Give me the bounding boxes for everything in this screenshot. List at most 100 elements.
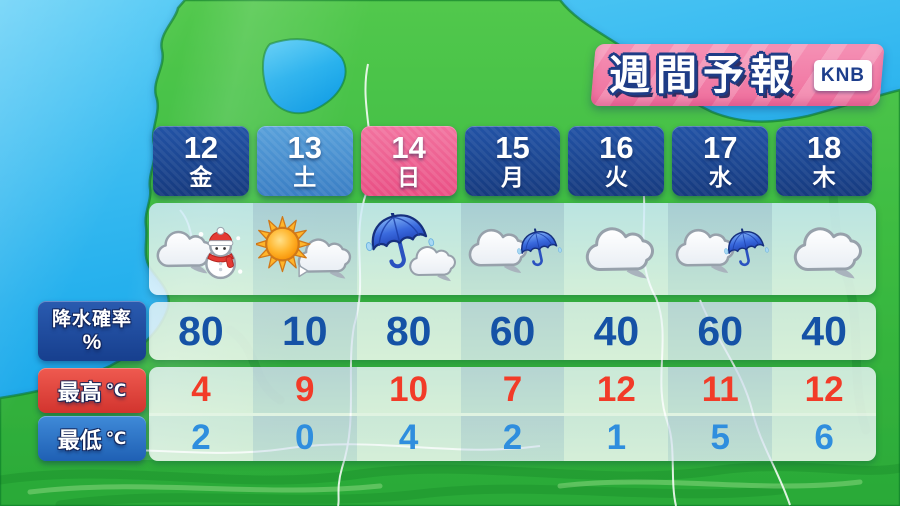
min-degree-unit: ℃ <box>105 428 127 448</box>
weather-cell-5 <box>564 203 669 295</box>
max-temp-value: 11 <box>701 369 739 409</box>
max-label-text: 最高 <box>57 379 102 405</box>
date-number: 17 <box>702 130 738 166</box>
max-temp-value: 9 <box>295 369 315 409</box>
day-of-week: 日 <box>397 163 421 190</box>
cloud-icon <box>775 213 873 285</box>
weather-icon-row <box>149 203 876 295</box>
max-temp-cell-6: 11 <box>668 367 773 413</box>
min-temp-value: 4 <box>398 418 419 458</box>
precip-cell-6: 60 <box>668 302 773 360</box>
precip-cell-7: 40 <box>772 302 876 360</box>
min-temp-value: 5 <box>710 418 730 458</box>
max-temp-cell-2: 9 <box>252 367 357 413</box>
date-box-weekday: 17 水 <box>672 126 769 196</box>
precip-cell-5: 40 <box>564 302 669 360</box>
date-row: 12 金 13 土 14 日 15 月 16 火 17 水 18 木 <box>149 126 876 196</box>
day-of-week: 土 <box>293 163 317 190</box>
snow-cloud-icon <box>152 213 250 285</box>
precip-value: 10 <box>281 307 328 354</box>
percent-sign: % <box>82 330 102 354</box>
date-number: 18 <box>806 130 842 166</box>
max-temp-cell-3: 10 <box>356 367 461 413</box>
banner-title: 週間予報 <box>609 51 797 98</box>
date-box-weekday: 16 火 <box>568 126 665 196</box>
precip-probability-label: 降水確率 % <box>38 301 146 361</box>
date-column-7: 18 木 <box>772 126 876 196</box>
max-degree-unit: ℃ <box>105 380 127 400</box>
date-number: 15 <box>495 130 530 166</box>
min-temp-cell-1: 2 <box>149 415 253 461</box>
date-number: 12 <box>183 130 219 166</box>
date-number: 16 <box>599 130 634 166</box>
max-temp-row: 4 9 10 7 12 11 12 <box>149 367 876 413</box>
precip-value: 40 <box>593 307 640 354</box>
date-box-saturday: 13 土 <box>256 126 353 196</box>
max-temp-cell-1: 4 <box>149 367 253 413</box>
precip-cell-2: 10 <box>252 302 357 360</box>
max-temp-value: 10 <box>389 369 429 409</box>
bay-inlet <box>261 38 347 115</box>
day-of-week: 木 <box>812 163 836 190</box>
min-temp-value: 6 <box>814 418 834 458</box>
min-temp-cell-4: 2 <box>460 415 565 461</box>
date-box-sunday: 14 日 <box>360 126 457 196</box>
cloud-icon <box>567 213 665 285</box>
weekly-forecast-banner: 週間予報 KNB <box>590 44 885 106</box>
max-temp-value: 7 <box>502 369 523 409</box>
precip-value: 80 <box>385 307 432 354</box>
min-temp-value: 2 <box>502 418 523 458</box>
precip-value: 60 <box>697 307 744 354</box>
date-column-3: 14 日 <box>357 126 461 196</box>
temp-divider <box>149 412 876 416</box>
precip-value: 40 <box>801 307 847 354</box>
knb-logo: KNB <box>814 59 872 91</box>
banner-inner: 週間予報 KNB <box>593 51 882 98</box>
cloud-umbrella-icon <box>464 213 562 285</box>
date-column-6: 17 水 <box>668 126 772 196</box>
weather-cell-4 <box>460 203 565 295</box>
precip-cell-3: 80 <box>356 302 461 360</box>
day-of-week: 金 <box>189 163 213 190</box>
precipitation-row: 80 10 80 60 40 60 40 <box>149 302 876 360</box>
precip-label-text: 降水確率 <box>51 309 132 331</box>
precip-cell-1: 80 <box>149 302 253 360</box>
max-temp-value: 12 <box>596 369 636 409</box>
max-temp-value: 4 <box>191 369 211 409</box>
date-box-weekday: 12 金 <box>153 126 249 196</box>
date-column-2: 13 土 <box>253 126 357 196</box>
cloud-umbrella-icon <box>671 213 769 285</box>
day-of-week: 火 <box>604 163 628 190</box>
max-temp-label: 最高 ℃ <box>38 368 146 413</box>
min-label-text: 最低 <box>57 427 102 453</box>
sun-then-cloud-icon <box>255 213 354 285</box>
min-temp-cell-7: 6 <box>772 415 876 461</box>
weather-cell-1 <box>149 203 253 295</box>
min-temp-label: 最低 ℃ <box>38 416 146 461</box>
umbrella-then-cloud-icon <box>360 213 458 285</box>
date-box-weekday: 18 木 <box>776 126 873 196</box>
min-temp-value: 0 <box>295 418 315 458</box>
precip-value: 80 <box>178 307 224 354</box>
weather-cell-7 <box>772 203 876 295</box>
precip-value: 60 <box>489 307 536 354</box>
terrain-highlights <box>27 479 863 495</box>
weather-cell-6 <box>668 203 773 295</box>
date-number: 14 <box>391 130 426 166</box>
min-temp-row: 2 0 4 2 1 5 6 <box>149 415 876 461</box>
max-temp-cell-7: 12 <box>772 367 876 413</box>
date-number: 13 <box>287 130 323 166</box>
min-temp-cell-6: 5 <box>668 415 773 461</box>
date-box-weekday: 15 月 <box>464 126 561 196</box>
date-column-5: 16 火 <box>564 126 668 196</box>
weather-cell-2 <box>252 203 357 295</box>
day-of-week: 水 <box>708 163 732 190</box>
weather-cell-3 <box>356 203 461 295</box>
temperature-panel: 4 9 10 7 12 11 12 2 0 4 2 1 5 6 <box>149 367 876 461</box>
date-column-4: 15 月 <box>461 126 565 196</box>
max-temp-value: 12 <box>804 369 844 409</box>
max-temp-cell-5: 12 <box>564 367 669 413</box>
date-column-1: 12 金 <box>149 126 253 196</box>
max-temp-cell-4: 7 <box>460 367 565 413</box>
